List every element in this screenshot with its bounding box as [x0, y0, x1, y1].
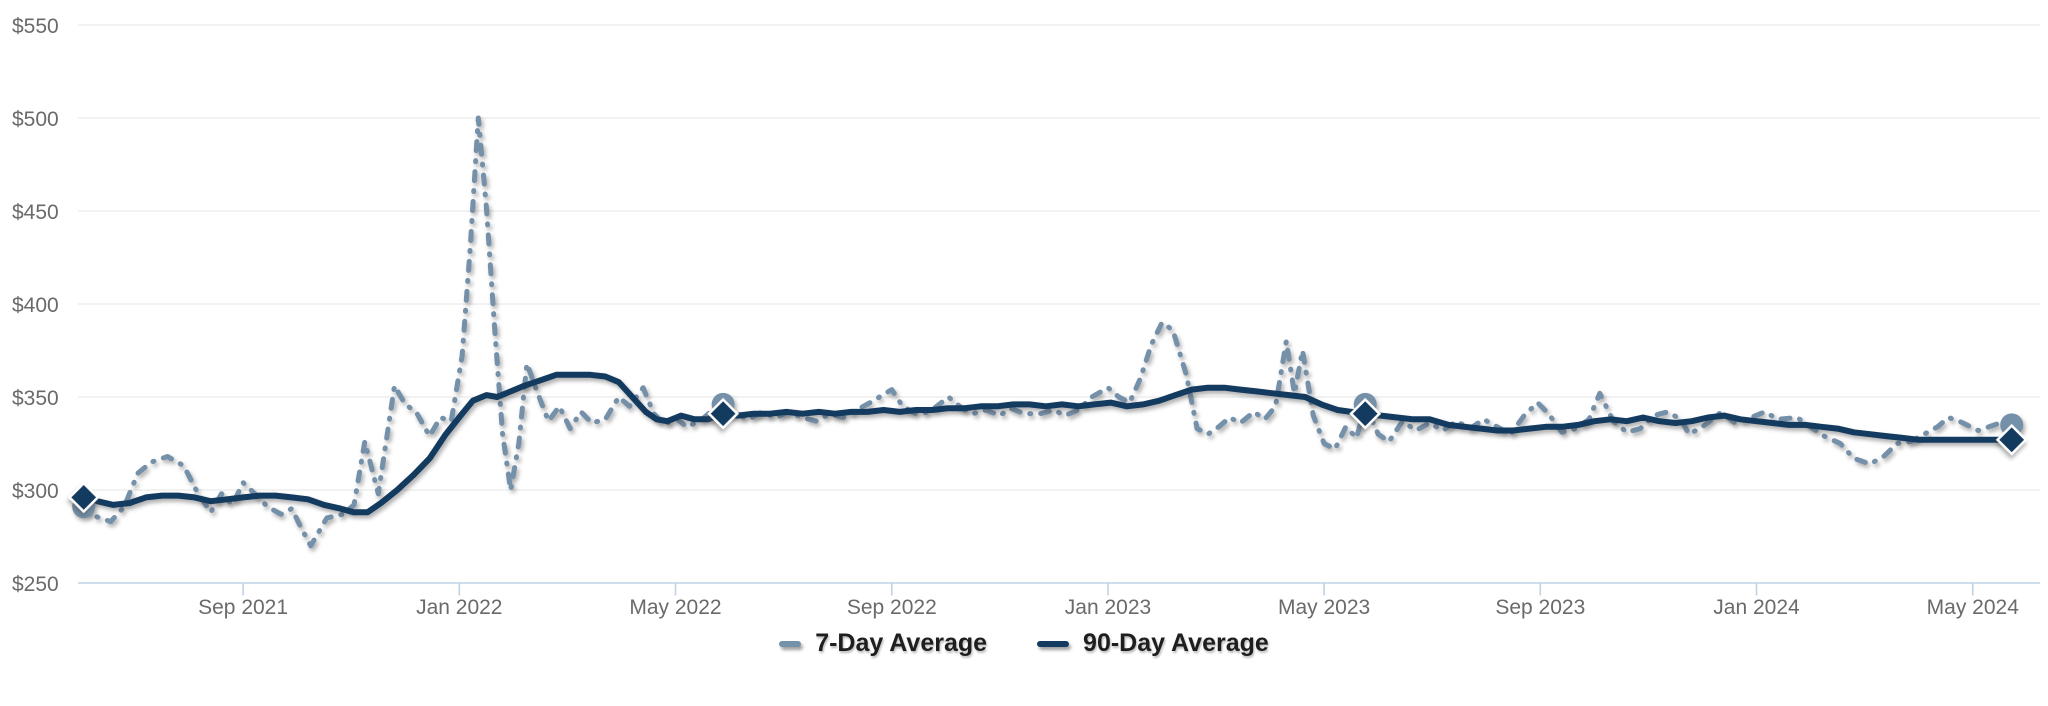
chart-legend: 7-Day Average 90-Day Average: [0, 629, 2048, 658]
y-axis-tick-label: $250: [12, 573, 59, 596]
legend-label-7day: 7-Day Average: [815, 629, 988, 657]
series-7day-average-line: [78, 115, 2015, 549]
x-axis-tick-label: Jan 2024: [1713, 596, 1800, 619]
series-90day-average-line: [78, 371, 2015, 516]
x-axis-tick-label: Sep 2021: [198, 596, 288, 619]
x-axis-tick-label: Jan 2022: [416, 596, 502, 619]
y-axis-tick-label: $500: [12, 108, 59, 131]
x-axis-tick-label: May 2024: [1927, 596, 2020, 619]
y-axis-tick-label: $300: [12, 480, 59, 503]
marker-diamond-90day: [707, 397, 740, 430]
marker-diamond-90day: [67, 481, 100, 514]
marker-diamond-90day: [1995, 423, 2028, 456]
x-axis-tick-label: Jan 2023: [1065, 596, 1151, 619]
legend-item-7day-average[interactable]: 7-Day Average: [779, 629, 987, 658]
x-axis-tick-label: Sep 2023: [1495, 596, 1585, 619]
y-axis-tick-label: $550: [12, 15, 59, 38]
dashed-line-swatch-icon: [779, 640, 802, 647]
x-axis-tick-label: May 2023: [1278, 596, 1370, 619]
y-axis-tick-label: $350: [12, 387, 59, 410]
x-axis-tick-label: Sep 2022: [847, 596, 937, 619]
legend-label-90day: 90-Day Average: [1083, 629, 1269, 657]
marker-diamond-90day: [1349, 397, 1382, 430]
y-axis-tick-label: $400: [12, 294, 59, 317]
x-axis-tick-label: May 2022: [629, 596, 721, 619]
solid-line-swatch-icon: [1037, 640, 1070, 647]
y-axis-tick-label: $450: [12, 201, 59, 224]
legend-item-90day-average[interactable]: 90-Day Average: [1037, 629, 1269, 658]
